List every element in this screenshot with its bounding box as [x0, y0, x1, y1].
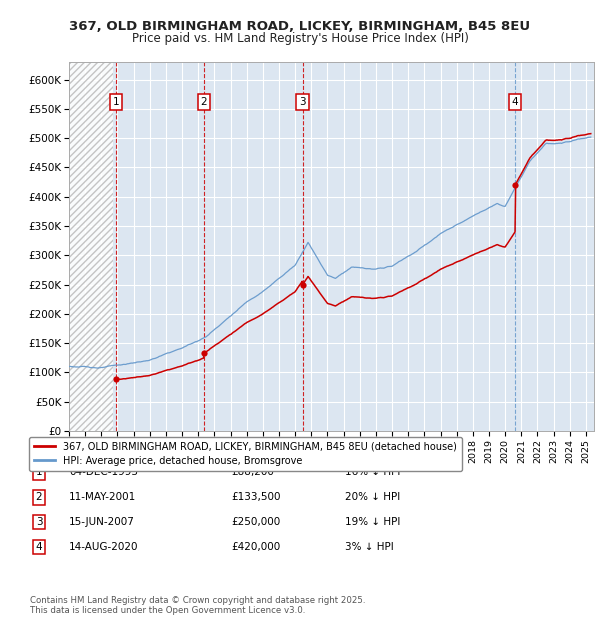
Bar — [69, 62, 113, 431]
Text: 19% ↓ HPI: 19% ↓ HPI — [345, 517, 400, 527]
Text: 11-MAY-2001: 11-MAY-2001 — [69, 492, 136, 502]
Text: £250,000: £250,000 — [231, 517, 280, 527]
Text: 1: 1 — [35, 467, 43, 477]
Text: 2: 2 — [201, 97, 208, 107]
Text: 15-JUN-2007: 15-JUN-2007 — [69, 517, 135, 527]
Text: £133,500: £133,500 — [231, 492, 281, 502]
Text: Contains HM Land Registry data © Crown copyright and database right 2025.
This d: Contains HM Land Registry data © Crown c… — [30, 596, 365, 615]
Text: 3% ↓ HPI: 3% ↓ HPI — [345, 542, 394, 552]
Text: 14-AUG-2020: 14-AUG-2020 — [69, 542, 139, 552]
Text: 3: 3 — [35, 517, 43, 527]
Text: 4: 4 — [35, 542, 43, 552]
Text: 367, OLD BIRMINGHAM ROAD, LICKEY, BIRMINGHAM, B45 8EU: 367, OLD BIRMINGHAM ROAD, LICKEY, BIRMIN… — [70, 20, 530, 33]
Text: 1: 1 — [113, 97, 119, 107]
Text: £420,000: £420,000 — [231, 542, 280, 552]
Text: 3: 3 — [299, 97, 306, 107]
Text: Price paid vs. HM Land Registry's House Price Index (HPI): Price paid vs. HM Land Registry's House … — [131, 32, 469, 45]
Legend: 367, OLD BIRMINGHAM ROAD, LICKEY, BIRMINGHAM, B45 8EU (detached house), HPI: Ave: 367, OLD BIRMINGHAM ROAD, LICKEY, BIRMIN… — [29, 437, 461, 471]
Text: 16% ↓ HPI: 16% ↓ HPI — [345, 467, 400, 477]
Text: 04-DEC-1995: 04-DEC-1995 — [69, 467, 138, 477]
Text: £88,200: £88,200 — [231, 467, 274, 477]
Text: 20% ↓ HPI: 20% ↓ HPI — [345, 492, 400, 502]
Text: 4: 4 — [512, 97, 518, 107]
Text: 2: 2 — [35, 492, 43, 502]
